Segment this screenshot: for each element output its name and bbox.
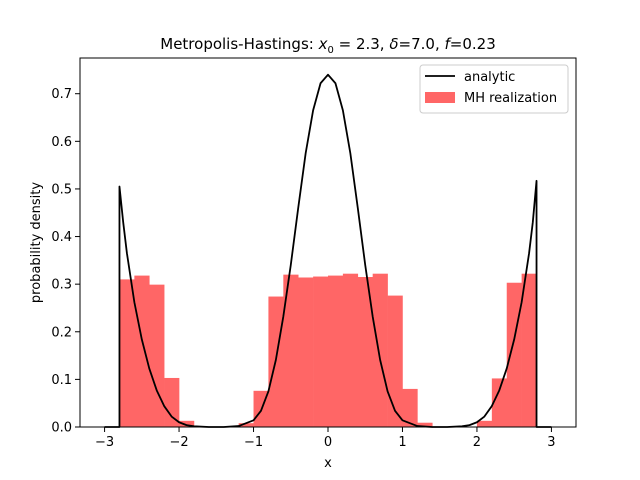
plot-frame [79, 57, 577, 428]
histogram-bar [491, 378, 508, 427]
analytic-curve [104, 73, 552, 428]
x-tick-label: −1 [244, 435, 263, 450]
x-tick-label: −2 [169, 435, 188, 450]
x-tick-label: 3 [547, 435, 555, 450]
x-tick-label: 0 [324, 435, 332, 450]
y-tick-label: 0.4 [51, 230, 72, 245]
histogram-bar [119, 279, 135, 427]
y-tick-label: 0.5 [51, 182, 72, 197]
histogram-bar [387, 295, 403, 427]
histogram-bar [402, 388, 418, 427]
histogram-bar [476, 420, 493, 427]
histogram-bar [328, 275, 344, 427]
histogram-bar [164, 377, 180, 427]
x-tick-label: 1 [398, 435, 406, 450]
legend: analytic MH realization [419, 64, 569, 114]
legend-mh-swatch [425, 92, 455, 103]
y-axis-label: probability density [29, 182, 44, 303]
x-tick-label: 2 [473, 435, 481, 450]
y-tick-label: 0.2 [51, 325, 72, 340]
legend-box [419, 64, 569, 114]
histogram-bars [119, 273, 537, 427]
histogram-bar [506, 282, 522, 427]
histogram-bar [283, 274, 299, 427]
legend-mh-label: MH realization [464, 91, 557, 106]
histogram-bar [372, 273, 388, 427]
legend-analytic-label: analytic [464, 70, 515, 85]
histogram-bar [357, 277, 373, 427]
histogram-bar [149, 284, 165, 427]
histogram-bar [417, 422, 433, 427]
y-axis-ticks: 0.0 0.1 0.2 0.3 0.4 0.5 0.6 0.7 [51, 87, 80, 436]
chart-title: Metropolis-Hastings: x0 = 2.3, δ=7.0, f=… [160, 35, 496, 56]
y-tick-label: 0.6 [51, 135, 72, 150]
y-tick-label: 0.0 [51, 421, 72, 436]
histogram-bar [313, 276, 329, 427]
x-axis-ticks: −3 −2 −1 0 1 2 3 [95, 427, 556, 450]
histogram-bar [521, 273, 537, 427]
y-tick-label: 0.7 [51, 87, 72, 102]
histogram-bar [179, 420, 195, 427]
x-tick-label: −3 [95, 435, 114, 450]
x-axis-label: x [324, 456, 332, 471]
histogram-bar [342, 273, 359, 427]
histogram-bar [238, 423, 254, 427]
y-tick-label: 0.3 [51, 278, 72, 293]
histogram-bar [298, 277, 314, 427]
histogram-bar [134, 275, 150, 427]
y-tick-label: 0.1 [51, 373, 72, 388]
